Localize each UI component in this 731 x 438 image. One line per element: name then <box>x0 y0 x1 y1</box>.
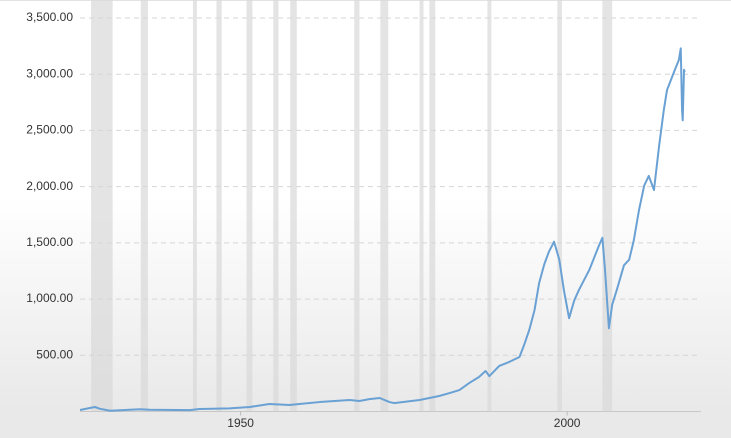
y-tick-label: 3,000.00 <box>26 66 73 80</box>
shaded-period <box>192 0 197 412</box>
shaded-period <box>487 0 492 412</box>
shaded-period <box>419 0 424 412</box>
x-tick-label: 1950 <box>227 416 254 430</box>
shaded-period <box>246 0 253 412</box>
y-tick-label: 3,500.00 <box>26 10 73 24</box>
shaded-period <box>354 0 360 412</box>
shaded-period <box>602 0 613 412</box>
shaded-period <box>273 0 279 412</box>
y-tick-label: 500.00 <box>36 347 73 361</box>
y-tick-label: 1,500.00 <box>26 235 73 249</box>
y-tick-label: 2,500.00 <box>26 123 73 137</box>
shaded-period <box>140 0 148 412</box>
shaded-period <box>216 0 222 412</box>
shaded-period <box>91 0 113 412</box>
x-axis-band <box>0 411 731 438</box>
shaded-period <box>429 0 436 412</box>
data-line <box>79 47 686 412</box>
x-tick-label: 2000 <box>554 416 581 430</box>
shaded-period <box>290 0 297 412</box>
shaded-period <box>380 0 389 412</box>
shaded-period <box>557 0 562 412</box>
y-tick-label: 2,000.00 <box>26 179 73 193</box>
y-tick-label: 1,000.00 <box>26 291 73 305</box>
